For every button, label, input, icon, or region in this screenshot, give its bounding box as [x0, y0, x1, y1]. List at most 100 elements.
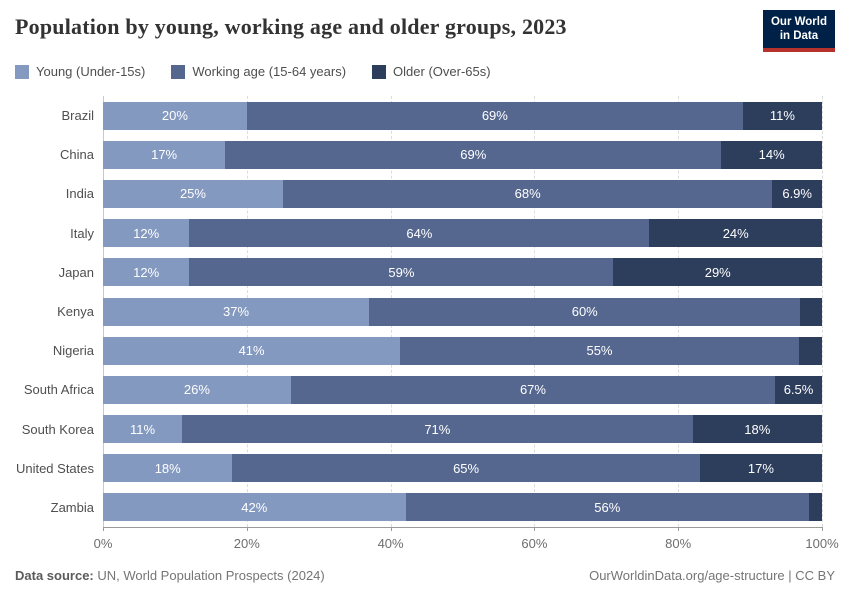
x-axis-tick	[390, 527, 392, 531]
row-label: South Korea	[21, 421, 94, 437]
bar-segment: 71%	[182, 415, 693, 444]
bar-segment	[800, 297, 822, 326]
x-axis-tick	[246, 527, 248, 531]
data-source-text: UN, World Population Prospects (2024)	[93, 568, 325, 583]
bar-segment: 67%	[290, 375, 776, 404]
legend-label: Young (Under-15s)	[36, 64, 146, 79]
plot-area: Brazil 20% 69% 11% China 17% 69% 14% India 25% 68%…	[16, 96, 823, 527]
bar-segment	[809, 493, 822, 522]
gridline	[822, 96, 823, 527]
bar-segment: 60%	[369, 297, 801, 326]
bar-row: Japan 12% 59% 29%	[59, 253, 822, 292]
bar-rows: Brazil 20% 69% 11% China 17% 69% 14% India 25% 68%…	[16, 96, 822, 527]
bar-segment: 11%	[103, 415, 183, 444]
stacked-bar: 26% 67% 6.5%	[103, 375, 822, 404]
credit-text: OurWorldinData.org/age-structure | CC BY	[589, 568, 835, 583]
x-axis: 0% 20% 40% 60% 80% 100%	[94, 527, 839, 557]
bar-segment: 17%	[103, 140, 226, 169]
bar-row: South Korea 11% 71% 18%	[22, 410, 822, 449]
row-label: Italy	[70, 225, 94, 241]
x-axis-tick	[678, 527, 680, 531]
row-label: Zambia	[50, 499, 94, 515]
legend-label: Working age (15-64 years)	[192, 64, 347, 79]
bar-segment: 12%	[103, 258, 190, 287]
bar-segment: 69%	[246, 101, 743, 130]
bar-segment: 41%	[103, 336, 401, 365]
row-label: China	[60, 147, 94, 163]
bar-row: Nigeria 41% 55%	[53, 331, 822, 370]
bar-row: Zambia 42% 56%	[51, 488, 822, 527]
bar-segment: 59%	[189, 258, 614, 287]
bar-segment: 25%	[103, 179, 283, 208]
row-label: Brazil	[61, 108, 94, 124]
legend-swatch-icon	[171, 64, 186, 79]
bar-segment: 12%	[103, 219, 190, 248]
owid-logo: Our World in Data	[762, 10, 835, 52]
bar-segment: 17%	[699, 454, 822, 483]
bar-row: Brazil 20% 69% 11%	[61, 96, 822, 135]
x-axis-tick-label: 20%	[233, 536, 260, 551]
row-label: South Africa	[23, 382, 94, 398]
bar-segment: 56%	[405, 493, 810, 522]
x-axis-tick	[103, 527, 104, 531]
x-axis-tick-label: 0%	[93, 536, 113, 551]
data-source-label: Data source:	[15, 568, 94, 583]
stacked-bar: 20% 69% 11%	[103, 101, 822, 130]
bar-segment: 68%	[282, 179, 773, 208]
legend-item-0: Young (Under-15s)	[15, 64, 145, 79]
chart-title: Population by young, working age and old…	[15, 14, 567, 39]
data-source: Data source: UN, World Population Prospe…	[15, 568, 325, 583]
footer: Data source: UN, World Population Prospe…	[15, 568, 835, 583]
bar-segment: 6.9%	[772, 179, 822, 208]
x-axis-tick-label: 100%	[805, 536, 839, 551]
stacked-bar: 11% 71% 18%	[103, 415, 822, 444]
stacked-bar: 25% 68% 6.9%	[103, 179, 822, 208]
stacked-bar: 41% 55%	[103, 336, 822, 365]
bar-segment: 26%	[103, 375, 291, 404]
bar-segment: 6.5%	[775, 375, 822, 404]
owid-logo-line1: Our World	[770, 16, 827, 28]
bar-segment: 18%	[692, 415, 822, 444]
bar-segment: 20%	[103, 101, 247, 130]
bar-segment: 65%	[232, 454, 700, 483]
x-axis-tick	[822, 527, 823, 531]
stacked-bar: 37% 60%	[103, 297, 822, 326]
legend: Young (Under-15s) Working age (15-64 year…	[15, 64, 491, 79]
bar-row: India 25% 68% 6.9%	[66, 174, 822, 213]
bar-segment: 37%	[103, 297, 370, 326]
bar-segment: 11%	[742, 101, 822, 130]
bar-segment: 42%	[103, 493, 406, 522]
bar-segment: 14%	[721, 140, 822, 169]
x-axis-tick-label: 80%	[665, 536, 692, 551]
bar-row: South Africa 26% 67% 6.5%	[24, 370, 822, 409]
stacked-bar: 18% 65% 17%	[103, 454, 822, 483]
bar-row: Kenya 37% 60%	[57, 292, 822, 331]
row-label: Japan	[58, 264, 94, 280]
bar-row: United States 18% 65% 17%	[16, 449, 822, 488]
legend-label: Older (Over-65s)	[393, 64, 491, 79]
bar-row: Italy 12% 64% 24%	[70, 214, 822, 253]
bar-segment: 29%	[613, 258, 822, 287]
bar-segment: 64%	[189, 219, 650, 248]
x-axis-tick	[534, 527, 536, 531]
row-label: India	[65, 186, 94, 202]
row-label: Nigeria	[52, 343, 94, 359]
bar-segment: 69%	[225, 140, 722, 169]
row-label: Kenya	[57, 304, 94, 320]
legend-item-2: Older (Over-65s)	[372, 64, 491, 79]
legend-swatch-icon	[372, 64, 387, 79]
stacked-bar: 17% 69% 14%	[103, 140, 822, 169]
row-label: United States	[15, 460, 94, 476]
bar-segment: 18%	[103, 454, 233, 483]
x-axis-tick-label: 40%	[377, 536, 404, 551]
bar-segment	[798, 336, 822, 365]
stacked-bar: 12% 59% 29%	[103, 258, 822, 287]
bar-segment: 55%	[400, 336, 799, 365]
owid-logo-line2: in Data	[779, 30, 819, 43]
header: Population by young, working age and old…	[15, 10, 835, 52]
bar-row: China 17% 69% 14%	[60, 135, 822, 174]
x-axis-tick-label: 60%	[521, 536, 548, 551]
stacked-bar: 12% 64% 24%	[103, 219, 822, 248]
legend-swatch-icon	[15, 64, 29, 79]
